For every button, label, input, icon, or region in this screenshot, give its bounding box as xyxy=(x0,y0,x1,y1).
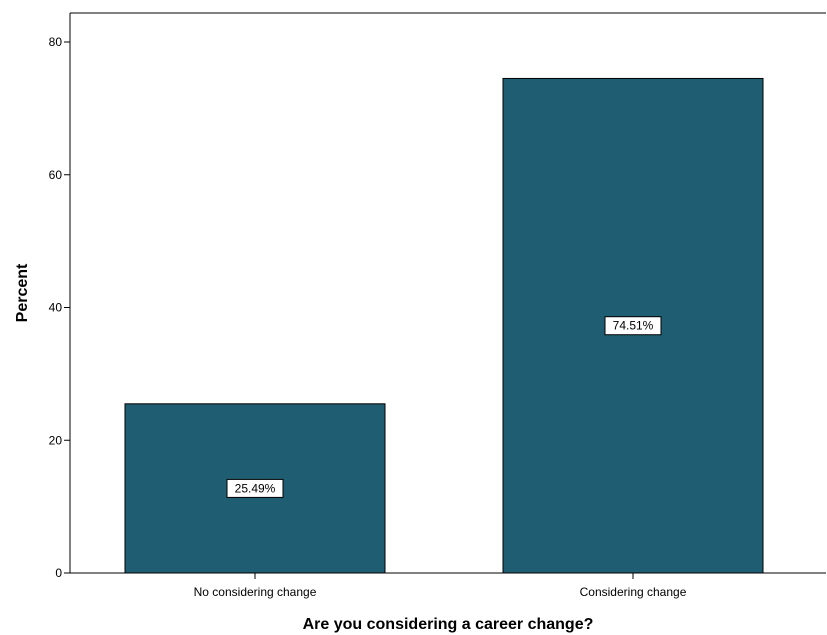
data-label-box xyxy=(604,316,662,336)
x-tick-label: Considering change xyxy=(580,585,687,599)
data-label-box xyxy=(226,478,284,498)
x-tick-label: No considering change xyxy=(194,585,317,599)
bars-group: 25.49% 74.51% xyxy=(124,77,764,574)
plot-frame xyxy=(69,12,826,573)
y-tick-label: 40 xyxy=(49,301,63,315)
data-label: 74.51% xyxy=(604,316,662,336)
y-axis: 0 20 40 60 80 xyxy=(49,35,70,580)
y-tick-label: 60 xyxy=(49,168,63,182)
y-tick-label: 20 xyxy=(49,433,63,447)
y-axis-title: Percent xyxy=(14,263,31,322)
data-label-text: 25.49% xyxy=(235,481,276,495)
data-label: 25.49% xyxy=(226,478,284,498)
y-tick-label: 0 xyxy=(55,566,62,580)
x-axis-title: Are you considering a career change? xyxy=(303,616,594,633)
x-axis: No considering change Considering change xyxy=(70,572,826,599)
y-tick-label: 80 xyxy=(49,35,63,49)
data-label-text: 74.51% xyxy=(613,319,654,333)
